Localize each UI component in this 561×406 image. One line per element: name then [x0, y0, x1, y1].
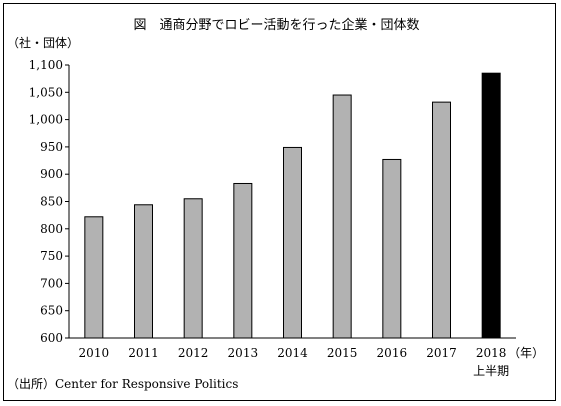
y-tick-label: 700 — [40, 276, 63, 290]
bar-2016 — [382, 158, 402, 339]
y-tick-label: 1,100 — [29, 58, 63, 72]
y-tick-label: 1,050 — [29, 85, 63, 99]
chart-title: 図 通商分野でロビー活動を行った企業・団体数 — [133, 18, 420, 33]
y-tick-label: 1,000 — [29, 113, 63, 127]
x-tick-label: 2011 — [128, 346, 159, 360]
bars — [84, 72, 501, 339]
x-tick-label: 2016 — [377, 346, 408, 360]
x-axis-labels: 2010 2011 2012 2013 2014 2015 2016 2017 2018 上半期 （… — [79, 346, 545, 378]
y-tick-label: 800 — [40, 222, 63, 236]
x-tick-label: 2010 — [79, 346, 110, 360]
bar-2010 — [84, 216, 104, 339]
x-tick-label: 2015 — [327, 346, 358, 360]
x-tick-label: 2013 — [228, 346, 259, 360]
bar-2018 — [481, 72, 501, 339]
bar-2011 — [134, 204, 153, 339]
y-tick-label: 900 — [40, 167, 63, 181]
y-tick-label: 850 — [40, 195, 63, 209]
bar-2013 — [233, 182, 253, 339]
x-unit-label: （年） — [508, 346, 544, 360]
x-tick-label: 2018 — [476, 346, 507, 360]
x-tick-label: 2017 — [426, 346, 457, 360]
bar-2017 — [432, 101, 451, 339]
x-tick-label: 2012 — [178, 346, 209, 360]
bar-2012 — [183, 198, 203, 339]
bar-2014 — [283, 146, 302, 339]
y-tick-label: 600 — [40, 331, 63, 345]
y-unit-label: （社・団体） — [7, 36, 80, 50]
x-tick-note: 上半期 — [473, 364, 509, 378]
x-tick-label: 2014 — [277, 346, 308, 360]
y-tick-label: 650 — [40, 304, 63, 318]
y-axis-ticks: 600 650 700 750 800 850 900 950 1,000 1,050 1,100 — [29, 58, 69, 345]
y-tick-label: 750 — [40, 249, 63, 263]
bar-2015 — [332, 94, 352, 339]
y-tick-label: 950 — [40, 140, 63, 154]
source-note: （出所）Center for Responsive Politics — [7, 377, 239, 391]
